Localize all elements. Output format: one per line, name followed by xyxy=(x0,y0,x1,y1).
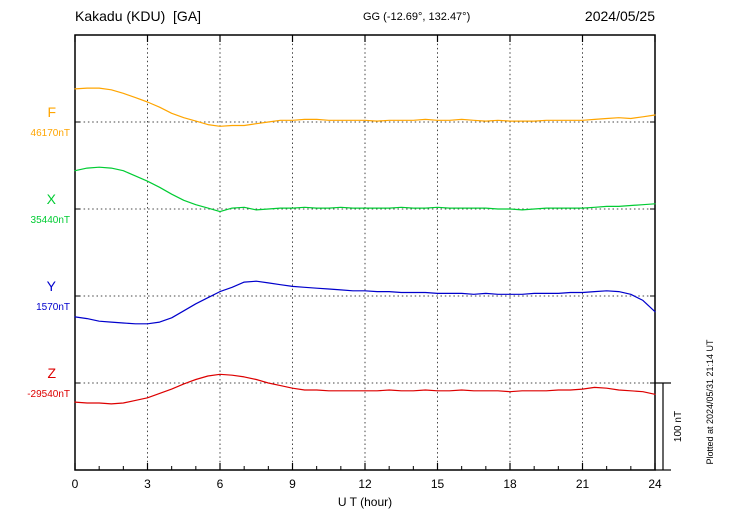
x-tick-label: 18 xyxy=(503,477,517,491)
station-title: Kakadu (KDU) [GA] xyxy=(75,8,202,24)
x-tick-label: 0 xyxy=(72,477,79,491)
observation-date: 2024/05/25 xyxy=(584,8,655,24)
x-tick-label: 15 xyxy=(431,477,445,491)
x-axis-label: U T (hour) xyxy=(338,495,392,509)
x-tick-label: 9 xyxy=(289,477,296,491)
x-tick-label: 6 xyxy=(217,477,224,491)
geographic-coordinates: GG (-12.69°, 132.47°) xyxy=(363,11,471,23)
component-label-F: F xyxy=(47,104,56,120)
baseline-value-F: 46170nT xyxy=(31,128,70,139)
x-tick-label: 24 xyxy=(648,477,662,491)
trace-Z xyxy=(74,373,656,405)
component-label-X: X xyxy=(47,191,57,207)
baseline-value-X: 35440nT xyxy=(31,215,70,226)
x-tick-label: 3 xyxy=(144,477,151,491)
component-label-Y: Y xyxy=(47,278,57,294)
component-label-Z: Z xyxy=(47,365,56,381)
baseline-value-Y: 1570nT xyxy=(36,302,70,313)
scale-bar-label: 100 nT xyxy=(673,411,684,442)
trace-Y xyxy=(74,280,656,325)
baseline-value-Z: -29540nT xyxy=(27,389,70,400)
x-tick-label: 21 xyxy=(576,477,590,491)
plotted-at-footnote: Plotted at 2024/05/31 21:14 UT xyxy=(705,339,715,465)
trace-X xyxy=(74,166,656,213)
x-tick-label: 12 xyxy=(358,477,372,491)
trace-F xyxy=(74,87,656,127)
